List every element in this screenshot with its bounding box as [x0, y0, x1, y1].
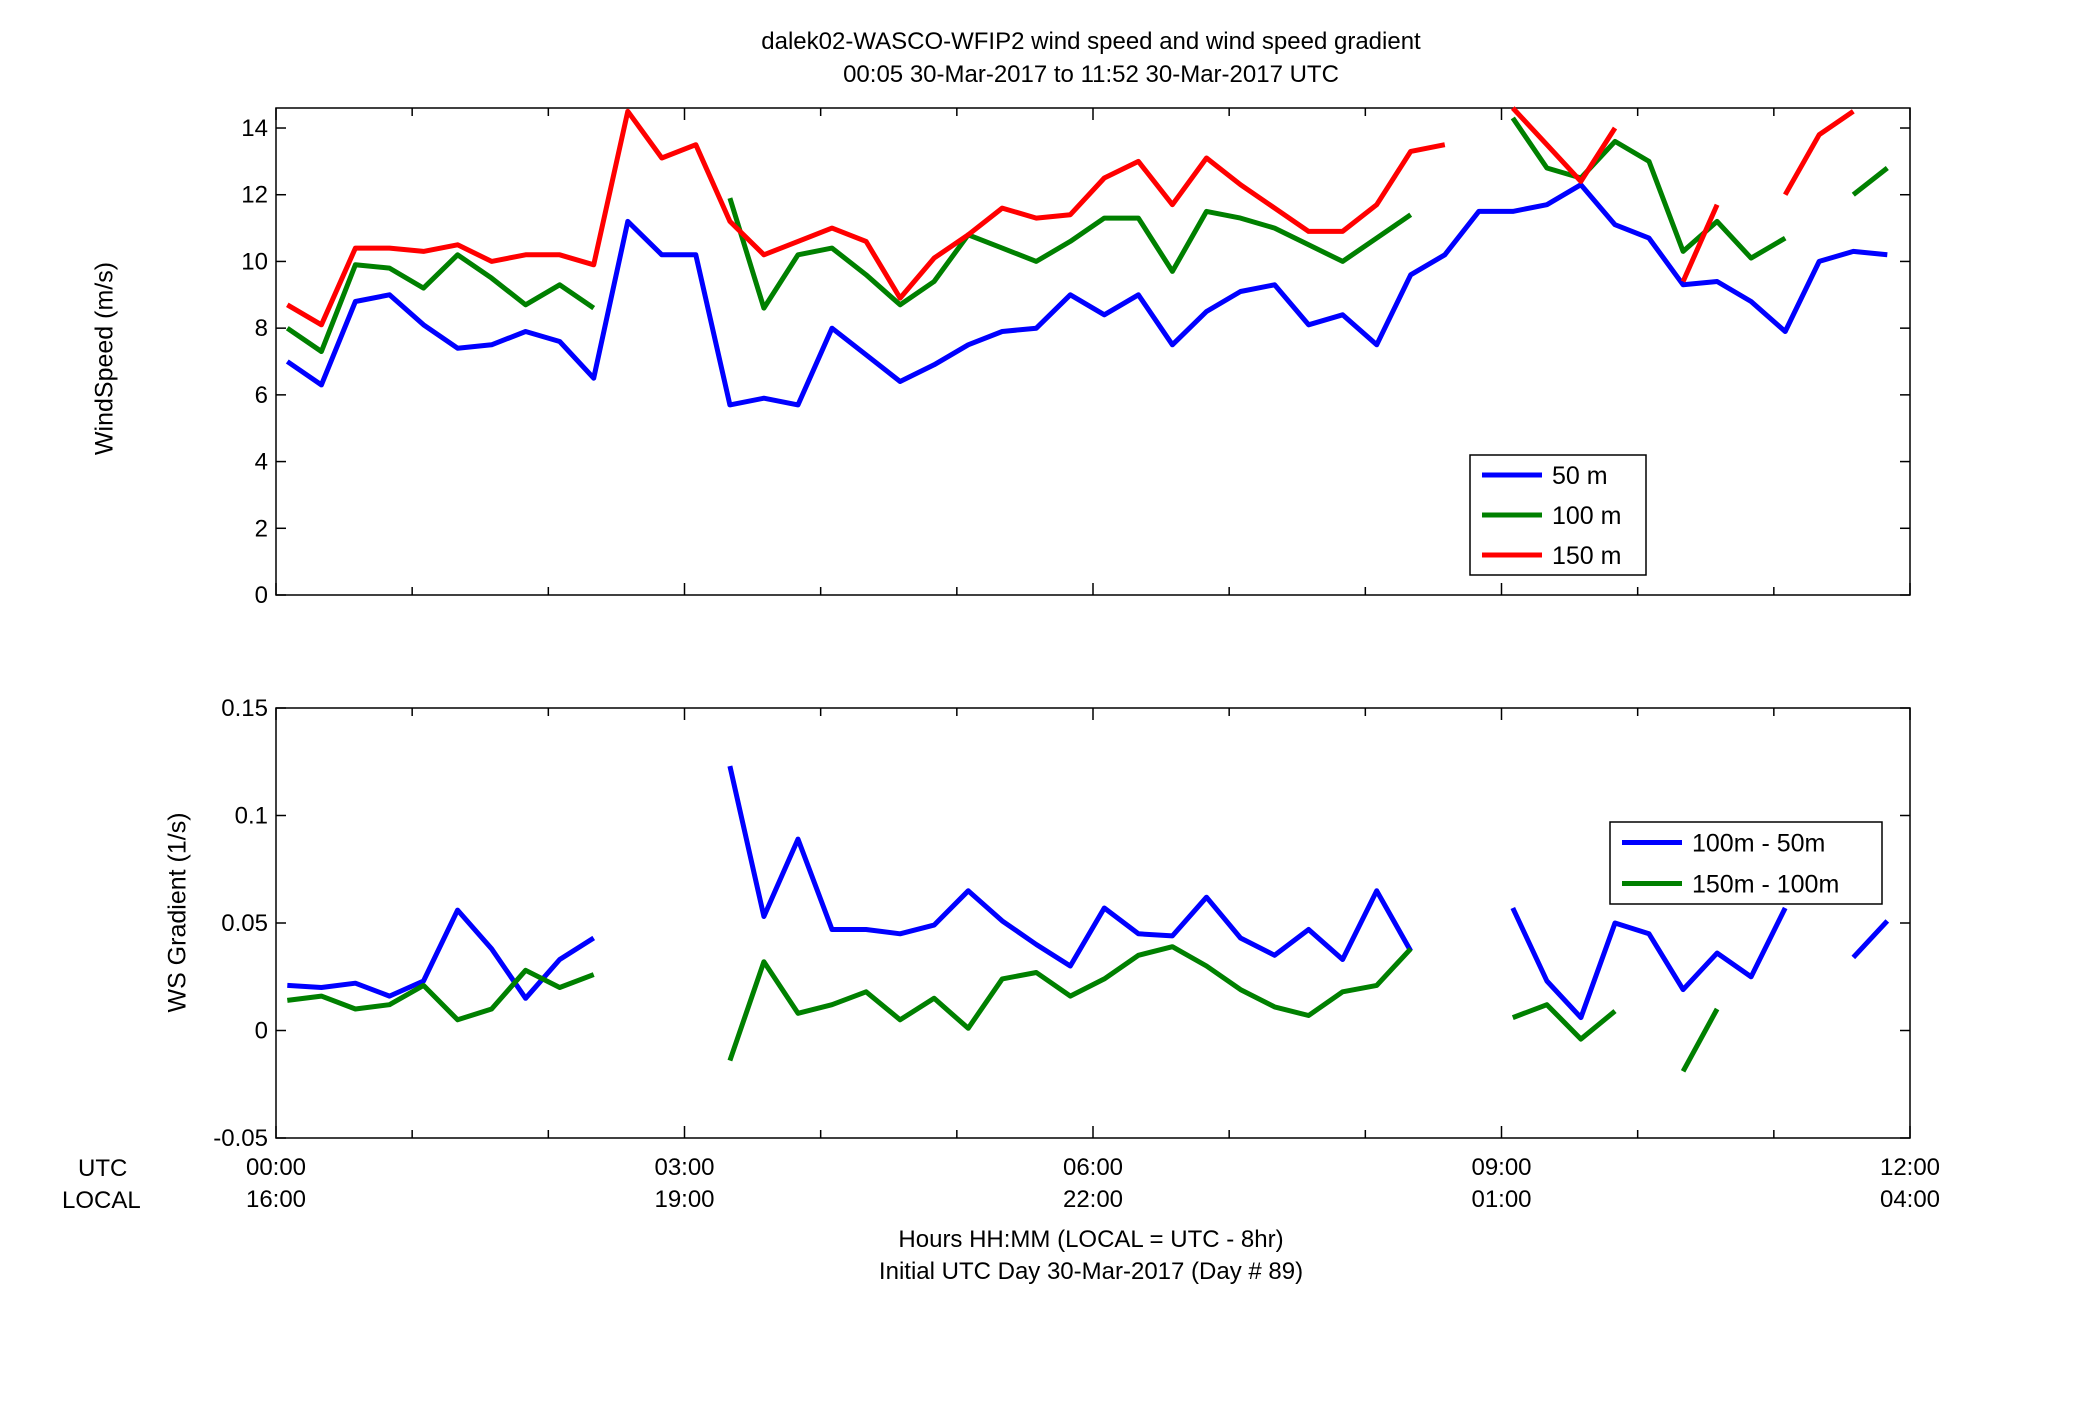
y-tick-label: 12 [241, 182, 268, 209]
y-tick-label: 0.15 [221, 695, 268, 722]
series-line-100m-50m [1510, 906, 1788, 1021]
series-line-150m [1783, 109, 1855, 196]
series-line-150m-100m [1511, 1002, 1617, 1042]
y-tick-label: 4 [255, 449, 268, 476]
series-line-150m-100m [286, 967, 595, 1023]
series-line-150m-100m [727, 944, 1413, 1062]
series-line-150m [1680, 203, 1720, 283]
y-tick-label: -0.05 [213, 1125, 268, 1152]
y-tick-label: 0 [255, 1018, 268, 1045]
x-tick-label-local: 01:00 [1471, 1186, 1531, 1213]
x-tick-label-utc: 03:00 [654, 1154, 714, 1181]
series-line-150m [286, 108, 1446, 328]
legend-label: 100 m [1552, 502, 1621, 530]
y-tick-label: 2 [255, 515, 268, 542]
y-tick-label: 14 [241, 115, 268, 142]
x-axis-label-line2: Initial UTC Day 30-Mar-2017 (Day # 89) [878, 1258, 1304, 1285]
legend-box-2 [1609, 821, 1883, 905]
series-line-150m [1510, 106, 1618, 184]
series-line-50m [285, 182, 1888, 408]
chart-title-line1: dalek02-WASCO-WFIP2 wind speed and wind … [761, 28, 1421, 55]
legend-label: 150 m [1552, 542, 1621, 570]
legend-label: 50 m [1552, 462, 1608, 490]
series-line-100m-50m [1851, 919, 1890, 960]
x-tick-label-utc: 00:00 [246, 1154, 306, 1181]
y-tick-label: 10 [241, 248, 268, 275]
plot-area-1 [275, 107, 1911, 596]
utc-row-label: UTC [78, 1155, 128, 1182]
x-tick-label-local: 16:00 [246, 1186, 306, 1213]
y-tick-label: 0.05 [221, 910, 268, 937]
x-tick-label-utc: 09:00 [1471, 1154, 1531, 1181]
y-tick-label: 6 [255, 382, 268, 409]
series-line-150m-100m [1680, 1007, 1720, 1073]
series-line-100m [727, 197, 1413, 311]
x-axis-label-line1: Hours HH:MM (LOCAL = UTC - 8hr) [898, 1226, 1284, 1253]
y-tick-label: 8 [255, 315, 268, 342]
x-tick-label-local: 22:00 [1063, 1186, 1123, 1213]
local-row-label: LOCAL [62, 1187, 141, 1214]
y-tick-label: 0.1 [235, 803, 268, 830]
series-line-100m [285, 252, 596, 354]
series-line-100m-50m [727, 765, 1413, 969]
y-tick-label: 0 [255, 582, 268, 609]
x-tick-label-utc: 06:00 [1063, 1154, 1123, 1181]
series-line-100m [1510, 116, 1787, 261]
legend-label: 150m - 100m [1692, 871, 1839, 899]
legend-label: 100m - 50m [1692, 830, 1825, 858]
x-tick-label-utc: 12:00 [1880, 1154, 1940, 1181]
chart-title-line2: 00:05 30-Mar-2017 to 11:52 30-Mar-2017 U… [843, 61, 1339, 88]
x-tick-label-local: 19:00 [654, 1186, 714, 1213]
x-tick-label-local: 04:00 [1880, 1186, 1940, 1213]
series-line-100m [1851, 166, 1889, 197]
